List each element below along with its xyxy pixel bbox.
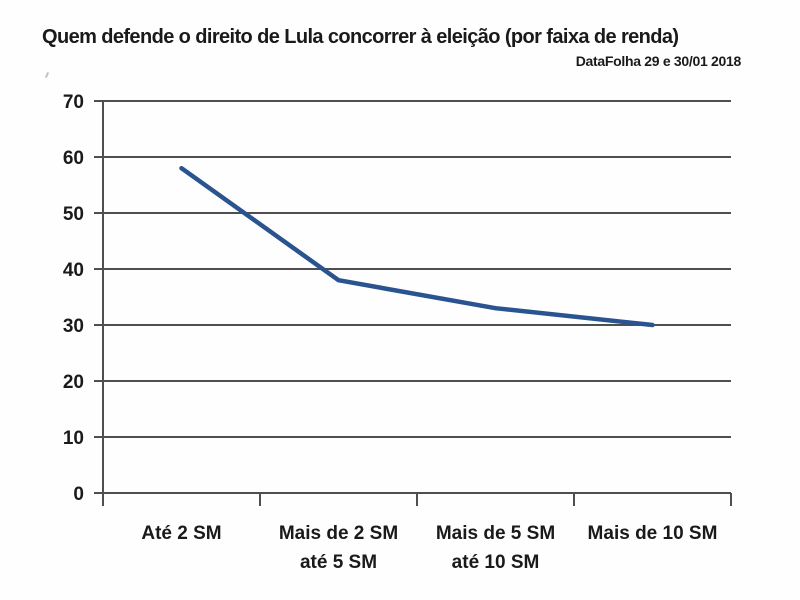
y-tick-label: 50 <box>63 204 84 225</box>
y-tick-label: 30 <box>63 316 84 337</box>
source-note: DataFolha 29 e 30/01 2018 <box>575 53 742 69</box>
y-tick-label: 40 <box>63 260 84 281</box>
x-category-label: até 5 SM <box>300 552 377 573</box>
data-line-series <box>179 165 655 328</box>
x-category-label: até 10 SM <box>452 552 540 573</box>
y-tick-label: 0 <box>73 484 84 505</box>
x-category-label: Mais de 10 SM <box>588 523 718 544</box>
y-tick-label: 20 <box>63 372 84 393</box>
chart-title: Quem defende o direito de Lula concorrer… <box>42 26 679 48</box>
y-tick-label: 70 <box>63 92 84 113</box>
y-tick-label: 60 <box>63 148 84 169</box>
x-category-label: Mais de 2 SM <box>279 523 398 544</box>
x-category-label: Até 2 SM <box>141 523 221 544</box>
x-category-label: Mais de 5 SM <box>436 523 555 544</box>
y-tick-label: 10 <box>63 428 84 449</box>
